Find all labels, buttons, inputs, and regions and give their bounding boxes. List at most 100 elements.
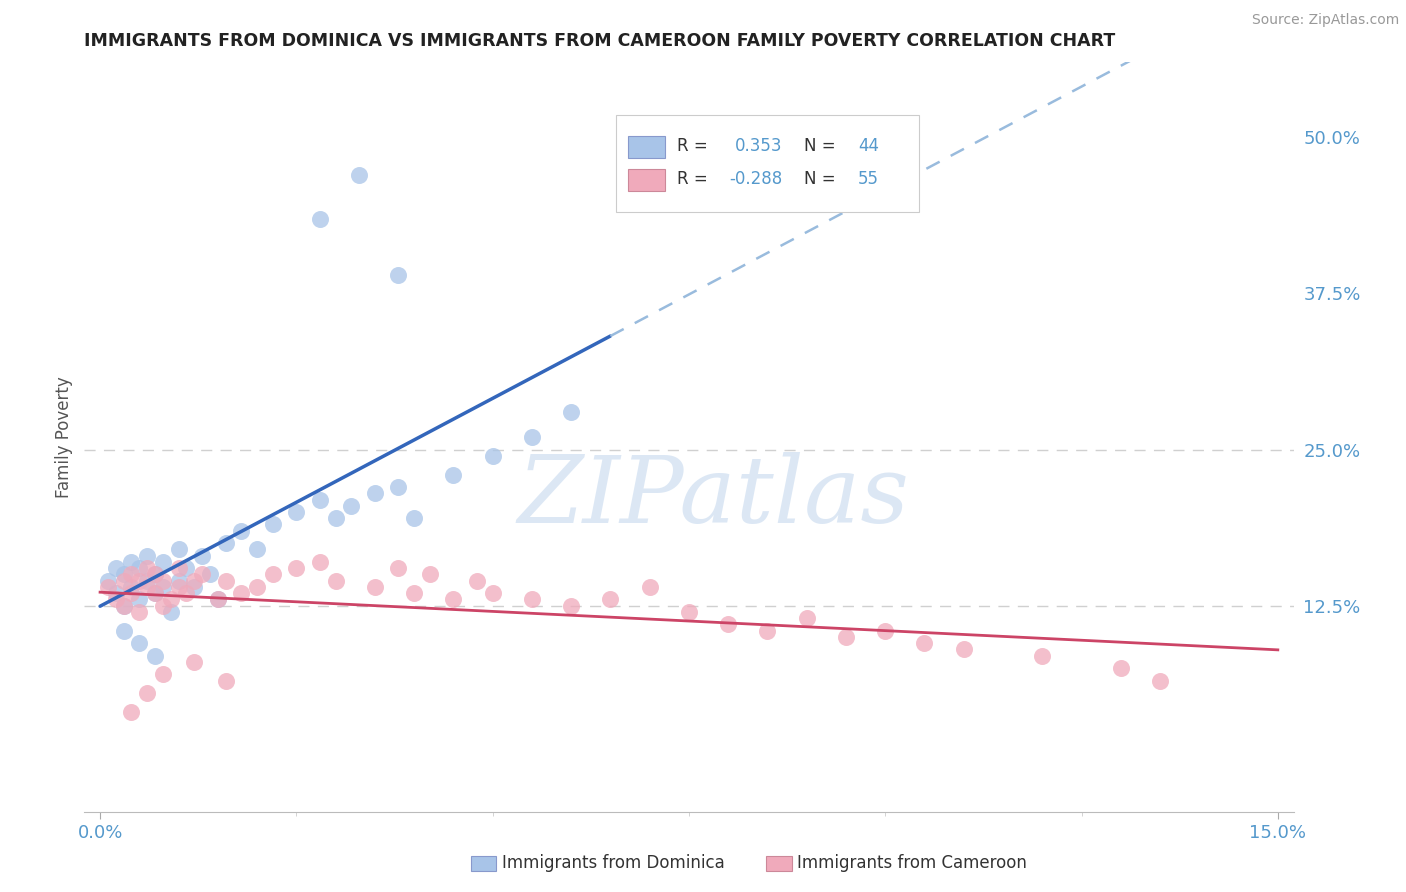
Point	[104, 586, 127, 600]
Point	[387, 268, 409, 282]
Point	[215, 574, 238, 588]
Point	[159, 605, 181, 619]
Point	[756, 624, 779, 638]
Point	[404, 511, 426, 525]
Point	[717, 617, 740, 632]
Point	[231, 586, 253, 600]
Point	[128, 592, 150, 607]
Text: IMMIGRANTS FROM DOMINICA VS IMMIGRANTS FROM CAMEROON FAMILY POVERTY CORRELATION : IMMIGRANTS FROM DOMINICA VS IMMIGRANTS F…	[84, 32, 1115, 50]
Point	[121, 705, 143, 719]
Text: ZIPatlas: ZIPatlas	[517, 452, 910, 542]
Point	[167, 574, 190, 588]
Point	[128, 574, 150, 588]
Point	[143, 567, 166, 582]
Point	[441, 592, 464, 607]
Point	[167, 542, 190, 557]
Point	[1109, 661, 1132, 675]
Point	[340, 499, 363, 513]
Point	[387, 561, 409, 575]
Text: 0.353: 0.353	[735, 136, 782, 154]
Point	[104, 561, 127, 575]
Bar	[628, 169, 665, 191]
Text: R =: R =	[676, 169, 713, 187]
Text: Immigrants from Cameroon: Immigrants from Cameroon	[797, 854, 1026, 871]
Point	[914, 636, 936, 650]
Point	[136, 580, 159, 594]
Point	[128, 561, 150, 575]
Point	[121, 580, 143, 594]
Point	[121, 567, 143, 582]
Point	[176, 561, 198, 575]
Point	[191, 549, 214, 563]
Y-axis label: Family Poverty: Family Poverty	[55, 376, 73, 498]
Point	[1149, 673, 1171, 688]
Point	[481, 449, 503, 463]
Point	[835, 630, 858, 644]
Point	[465, 574, 488, 588]
Point	[325, 574, 347, 588]
Text: Source: ZipAtlas.com: Source: ZipAtlas.com	[1251, 13, 1399, 28]
Point	[183, 655, 205, 669]
Text: N =: N =	[804, 169, 841, 187]
Point	[309, 555, 332, 569]
Point	[143, 586, 166, 600]
Point	[520, 430, 543, 444]
Point	[364, 580, 387, 594]
Point	[183, 580, 205, 594]
Point	[246, 542, 269, 557]
Point	[231, 524, 253, 538]
Point	[112, 599, 135, 613]
Point	[136, 574, 159, 588]
Point	[325, 511, 347, 525]
Point	[128, 636, 150, 650]
Bar	[616, 115, 918, 212]
Point	[191, 567, 214, 582]
Point	[97, 580, 120, 594]
Point	[121, 555, 143, 569]
Point	[136, 561, 159, 575]
Point	[143, 567, 166, 582]
Point	[121, 586, 143, 600]
Point	[285, 505, 308, 519]
Point	[207, 592, 229, 607]
Point	[262, 567, 284, 582]
Text: -0.288: -0.288	[728, 169, 782, 187]
Point	[112, 574, 135, 588]
Point	[128, 605, 150, 619]
Point	[167, 580, 190, 594]
Bar	[628, 136, 665, 159]
Point	[136, 686, 159, 700]
Point	[152, 599, 174, 613]
Point	[404, 586, 426, 600]
Point	[159, 592, 181, 607]
Point	[309, 492, 332, 507]
Point	[364, 486, 387, 500]
Point	[215, 536, 238, 550]
Point	[419, 567, 441, 582]
Point	[560, 599, 582, 613]
Point	[112, 567, 135, 582]
Point	[152, 574, 174, 588]
Point	[560, 405, 582, 419]
Point	[198, 567, 221, 582]
Point	[104, 592, 127, 607]
Point	[97, 574, 120, 588]
Point	[952, 642, 974, 657]
Point	[1031, 648, 1053, 663]
Text: Immigrants from Dominica: Immigrants from Dominica	[502, 854, 724, 871]
Point	[215, 673, 238, 688]
Point	[152, 555, 174, 569]
Point	[167, 561, 190, 575]
Point	[176, 586, 198, 600]
Point	[143, 648, 166, 663]
Point	[678, 605, 700, 619]
Point	[875, 624, 897, 638]
Point	[112, 624, 135, 638]
Point	[143, 586, 166, 600]
Point	[262, 517, 284, 532]
Text: 44: 44	[858, 136, 879, 154]
Point	[183, 574, 205, 588]
Point	[441, 467, 464, 482]
Point	[520, 592, 543, 607]
Text: N =: N =	[804, 136, 841, 154]
